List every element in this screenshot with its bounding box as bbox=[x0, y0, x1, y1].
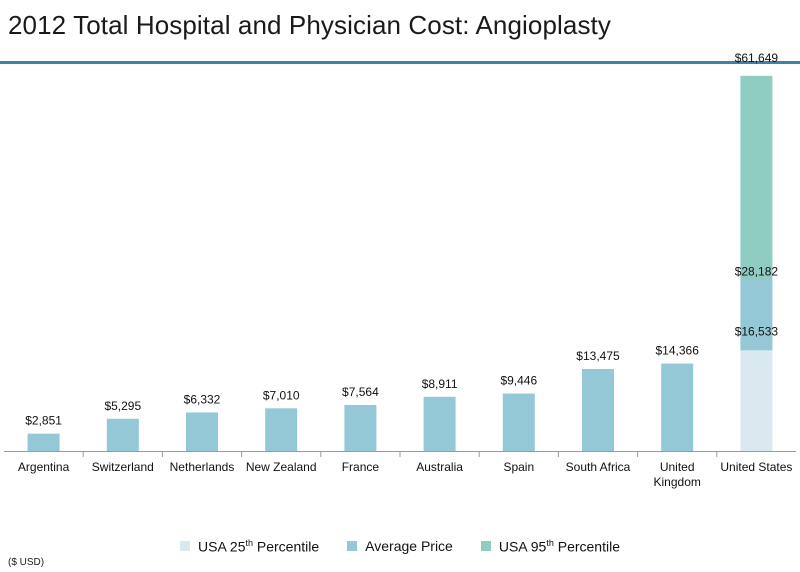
chart-legend: USA 25th Percentile Average Price USA 95… bbox=[180, 538, 648, 555]
data-label-average-price: $14,366 bbox=[656, 344, 700, 358]
x-tick-label: United States bbox=[720, 460, 792, 474]
data-label-average-price: $9,446 bbox=[500, 374, 537, 388]
legend-label-usa-95th: USA 95th Percentile bbox=[498, 538, 620, 555]
x-tick-label: United bbox=[660, 460, 695, 474]
legend-swatch-average-price bbox=[347, 541, 358, 552]
legend-label-usa-25th: USA 25th Percentile bbox=[198, 538, 320, 555]
legend-item-usa-95th: USA 95th Percentile bbox=[480, 538, 620, 555]
bar-average-price bbox=[502, 393, 535, 451]
x-tick-label: Argentina bbox=[18, 460, 70, 474]
bar-average-price bbox=[661, 363, 694, 451]
bar-average-price bbox=[344, 404, 377, 451]
bar-average-price bbox=[27, 433, 60, 451]
x-tick-label: Kingdom bbox=[654, 475, 701, 489]
legend-label-average-price: Average Price bbox=[365, 538, 453, 555]
x-tick-label: New Zealand bbox=[246, 460, 317, 474]
data-label-average-price: $28,182 bbox=[735, 264, 779, 278]
data-label-average-price: $13,475 bbox=[576, 349, 620, 363]
page-title: 2012 Total Hospital and Physician Cost: … bbox=[8, 10, 611, 40]
data-label-usa-25th-percentile: $16,533 bbox=[735, 324, 779, 338]
x-tick-label: Switzerland bbox=[92, 460, 154, 474]
data-label-average-price: $8,911 bbox=[422, 377, 458, 391]
data-label-average-price: $5,295 bbox=[104, 399, 141, 413]
legend-item-average-price: Average Price bbox=[347, 538, 453, 554]
bar-average-price bbox=[186, 412, 218, 451]
currency-note: ($ USD) bbox=[8, 557, 45, 568]
data-label-average-price: $2,851 bbox=[25, 414, 62, 428]
data-label-average-price: $7,564 bbox=[342, 385, 379, 399]
bar-average-price bbox=[265, 408, 298, 451]
x-tick-label: France bbox=[342, 460, 380, 474]
bar-average-price bbox=[106, 418, 139, 451]
x-tick-label: Spain bbox=[503, 460, 534, 474]
data-label-usa-95th-percentile: $61,649 bbox=[735, 51, 779, 65]
bar-average-price bbox=[423, 396, 456, 451]
title-divider bbox=[0, 61, 800, 64]
legend-swatch-usa-25th bbox=[180, 541, 190, 552]
data-label-average-price: $7,010 bbox=[263, 388, 300, 402]
legend-swatch-usa-95th bbox=[480, 541, 491, 552]
bar-usa-95th-percentile bbox=[740, 75, 773, 280]
x-tick-label: Australia bbox=[416, 460, 463, 474]
bar-average-price bbox=[582, 368, 614, 451]
data-label-average-price: $6,332 bbox=[184, 392, 221, 406]
legend-item-usa-25th: USA 25th Percentile bbox=[180, 538, 319, 555]
bar-usa-25th-percentile bbox=[740, 350, 773, 451]
x-tick-label: South Africa bbox=[566, 460, 631, 474]
angioplasty-cost-chart: $2,851 Argentina $5,295 Switzerland $6,332 Ne… bbox=[4, 51, 796, 489]
x-tick-label: Netherlands bbox=[170, 460, 235, 474]
bar-average-price bbox=[740, 279, 773, 351]
